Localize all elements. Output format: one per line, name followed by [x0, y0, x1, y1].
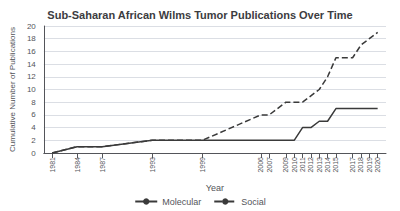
svg-text:Molecular: Molecular: [162, 197, 201, 207]
svg-text:Cumulative Number of Publicati: Cumulative Number of Publications: [8, 27, 17, 152]
svg-text:2: 2: [31, 136, 36, 145]
svg-text:Sub-Saharan African Wilms Tumo: Sub-Saharan African Wilms Tumor Publicat…: [47, 9, 352, 21]
svg-text:2013: 2013: [316, 157, 323, 173]
svg-text:1999: 1999: [199, 157, 206, 173]
svg-text:0: 0: [31, 149, 36, 158]
svg-text:1987: 1987: [99, 157, 106, 173]
svg-text:16: 16: [27, 47, 36, 56]
svg-text:2015: 2015: [332, 157, 339, 173]
svg-text:2009: 2009: [282, 157, 289, 173]
svg-text:2014: 2014: [324, 157, 331, 173]
svg-text:10: 10: [27, 85, 36, 94]
svg-text:2018: 2018: [357, 157, 364, 173]
svg-text:2006: 2006: [257, 157, 264, 173]
svg-text:6: 6: [31, 110, 36, 119]
svg-text:4: 4: [31, 123, 36, 132]
svg-text:2007: 2007: [266, 157, 273, 173]
svg-text:Social: Social: [241, 197, 266, 207]
svg-text:2011: 2011: [299, 157, 306, 172]
svg-text:2010: 2010: [291, 157, 298, 173]
svg-text:8: 8: [31, 98, 36, 107]
svg-text:20: 20: [27, 22, 36, 31]
svg-text:2017: 2017: [349, 157, 356, 173]
svg-text:Year: Year: [206, 183, 224, 193]
svg-text:1984: 1984: [74, 157, 81, 173]
svg-text:1993: 1993: [149, 157, 156, 173]
svg-text:1981: 1981: [49, 157, 56, 173]
svg-text:14: 14: [27, 60, 36, 69]
svg-text:2020: 2020: [374, 157, 381, 173]
svg-text:2019: 2019: [366, 157, 373, 173]
svg-text:2012: 2012: [307, 157, 314, 173]
svg-text:18: 18: [27, 34, 36, 43]
svg-text:12: 12: [27, 72, 36, 81]
